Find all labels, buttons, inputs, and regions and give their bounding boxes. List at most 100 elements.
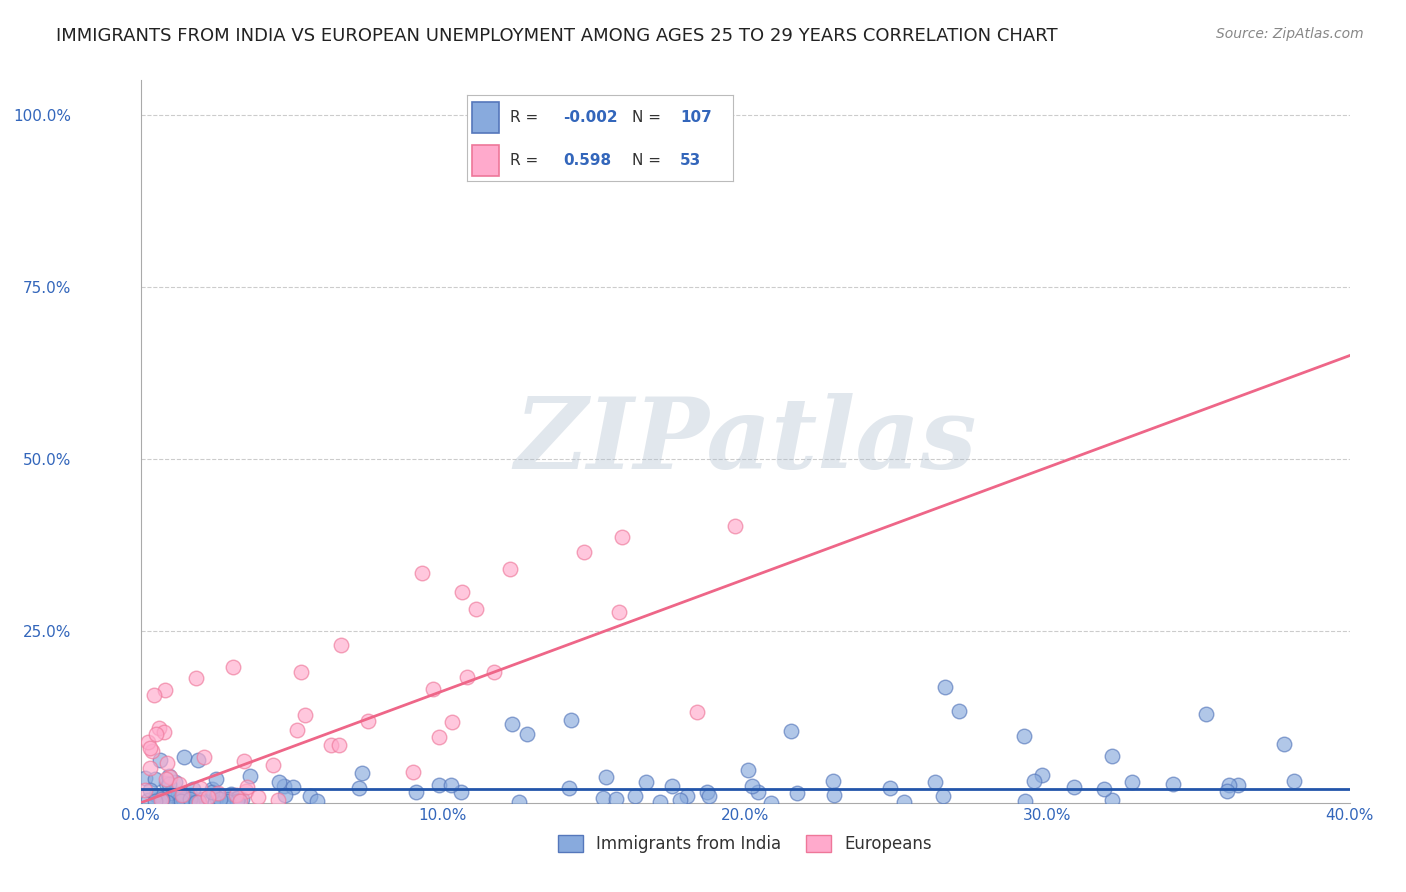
- Point: [427, 730, 450, 744]
- Point: [190, 792, 212, 806]
- Point: [1024, 774, 1046, 789]
- Point: [229, 794, 252, 808]
- Point: [149, 753, 172, 767]
- Point: [184, 795, 207, 809]
- Point: [155, 776, 177, 790]
- Point: [138, 740, 160, 755]
- Point: [197, 789, 219, 804]
- Point: [350, 766, 373, 780]
- Point: [823, 774, 845, 789]
- Point: [560, 713, 582, 727]
- Point: [187, 753, 209, 767]
- Point: [347, 781, 370, 796]
- Point: [823, 788, 845, 802]
- Point: [262, 757, 284, 772]
- Point: [294, 707, 316, 722]
- Point: [422, 682, 444, 697]
- Point: [1063, 780, 1085, 794]
- Point: [167, 793, 190, 807]
- Point: [592, 790, 614, 805]
- Point: [741, 779, 763, 793]
- Point: [761, 796, 783, 810]
- Point: [780, 723, 803, 738]
- Point: [156, 795, 179, 809]
- Point: [219, 788, 242, 802]
- Point: [205, 790, 228, 805]
- Point: [143, 794, 166, 808]
- Point: [169, 777, 191, 791]
- Point: [148, 721, 170, 735]
- Point: [319, 738, 342, 752]
- Point: [634, 775, 657, 789]
- Point: [1282, 774, 1305, 789]
- Point: [499, 562, 522, 576]
- Point: [170, 794, 193, 808]
- Point: [207, 786, 229, 800]
- Point: [150, 792, 173, 806]
- Point: [156, 756, 179, 770]
- Point: [233, 754, 256, 768]
- Point: [1121, 774, 1143, 789]
- Point: [696, 785, 718, 799]
- Point: [1101, 793, 1123, 807]
- Point: [1194, 706, 1216, 721]
- Point: [150, 793, 173, 807]
- Point: [298, 789, 321, 804]
- Point: [456, 670, 478, 684]
- Point: [668, 793, 690, 807]
- Text: ZIPatlas: ZIPatlas: [515, 393, 976, 490]
- Point: [149, 790, 172, 805]
- Point: [1101, 748, 1123, 763]
- Point: [172, 788, 194, 802]
- Point: [676, 789, 699, 803]
- Point: [205, 787, 228, 801]
- Point: [737, 764, 759, 778]
- Point: [1012, 729, 1035, 743]
- Point: [329, 638, 352, 652]
- Point: [924, 775, 946, 789]
- Point: [558, 780, 581, 795]
- Point: [501, 717, 523, 731]
- Point: [1161, 776, 1184, 790]
- Point: [724, 519, 747, 533]
- Point: [201, 784, 224, 798]
- Point: [273, 779, 295, 793]
- Point: [786, 786, 808, 800]
- Point: [201, 782, 224, 797]
- Point: [184, 671, 207, 685]
- Point: [508, 795, 530, 809]
- Point: [516, 727, 538, 741]
- Point: [239, 769, 262, 783]
- Point: [172, 788, 194, 802]
- Point: [1092, 781, 1115, 796]
- Point: [605, 792, 627, 806]
- Point: [187, 793, 209, 807]
- Point: [932, 789, 955, 804]
- Point: [188, 781, 211, 796]
- Point: [440, 778, 463, 792]
- Point: [402, 765, 425, 780]
- Point: [235, 784, 257, 798]
- Point: [188, 795, 211, 809]
- Point: [226, 794, 249, 808]
- Point: [231, 792, 253, 806]
- Point: [141, 744, 163, 758]
- Point: [281, 780, 304, 794]
- Point: [1218, 778, 1240, 792]
- Point: [411, 566, 433, 580]
- Point: [145, 789, 167, 803]
- Point: [181, 795, 204, 809]
- Point: [290, 665, 312, 680]
- Point: [172, 787, 194, 801]
- Point: [1216, 784, 1239, 798]
- Point: [465, 601, 488, 615]
- Point: [246, 789, 269, 804]
- Point: [405, 785, 427, 799]
- Point: [226, 790, 249, 805]
- Point: [145, 727, 167, 741]
- Point: [482, 665, 505, 679]
- Point: [228, 796, 250, 810]
- Point: [153, 683, 176, 698]
- Point: [138, 761, 160, 775]
- Point: [648, 795, 671, 809]
